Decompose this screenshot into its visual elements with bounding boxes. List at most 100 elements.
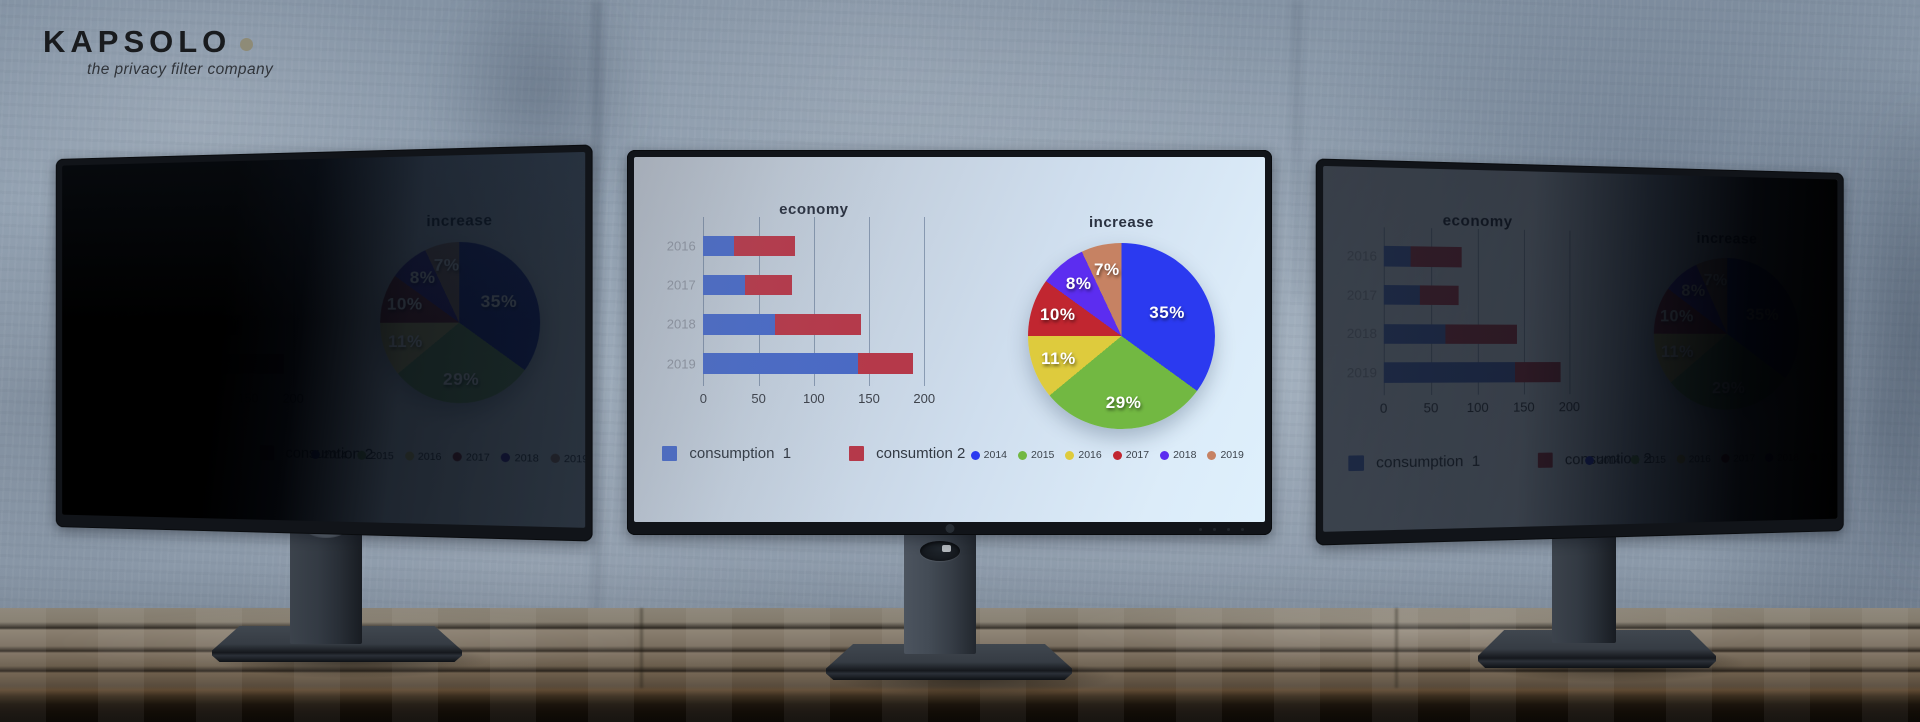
legend-item: 2015 [1631,453,1666,466]
bar-stack [1383,362,1570,384]
bar-stack [116,276,293,298]
bar-segment [1419,285,1460,306]
pie-chart: 35% 29% 11% 10% 8% 7% [379,240,541,404]
legend-item: 2016 [1676,452,1711,465]
legend-dot [1018,450,1028,460]
legend-item: 2016 [404,450,441,463]
bar-row: 2016 [1347,236,1570,277]
x-tick-label: 0 [112,389,120,405]
gridline [116,221,117,386]
bar-segment [239,353,285,374]
bar-segment [1383,245,1411,267]
gridline [869,216,871,387]
legend-label: 2017 [465,450,490,464]
bar-year-label: 2018 [666,316,696,332]
x-tick-label: 200 [913,391,936,407]
pie-percent-label: 8% [409,267,436,288]
bar-year-label: 2018 [1346,326,1377,342]
bar-segment [116,239,141,260]
bar-year-label: 2018 [83,318,110,333]
legend-item: 2019 [1207,449,1244,461]
pie-percent-label: 7% [1094,260,1120,280]
brand-tagline: the privacy filter company [87,61,274,78]
pie-percent-label: 8% [1681,281,1706,301]
gridline [248,219,249,387]
legend-item: 2018 [1160,449,1196,461]
legend-item: consumtion 2 [1538,450,1652,469]
bar-chart-legend: consumption 1 consumtion 2 [662,445,965,462]
pie-chart-title: increase [426,211,493,231]
legend-item: 2015 [357,449,394,462]
bar-row: 2019 [667,344,924,383]
legend-dot [1808,452,1818,462]
gridline [1523,229,1525,395]
legend-dot [310,450,320,460]
bar-segment [172,315,242,336]
x-tick-label: 100 [1466,399,1489,415]
bar-chart-title: economy [1442,212,1513,231]
x-tick-label: 50 [152,390,167,405]
pie-percent-label: 7% [1703,270,1728,290]
legend-dot [1765,453,1774,463]
bar-chart-plot: 2016 2017 2018 2019 0 50 100 150 200 [1347,227,1580,416]
legend-item: 2017 [1112,449,1149,461]
bar-stack [703,274,924,296]
legend-dot [1065,450,1075,460]
pie-percent-label: 11% [1660,342,1694,362]
bar-segment [140,238,189,260]
bar-stack [1383,284,1570,307]
bar-year-label: 2016 [666,238,696,254]
bar-segment [116,353,240,374]
legend-item: consumtion 2 [849,445,965,462]
legend-dot [501,452,511,463]
bar-segment [1410,246,1462,268]
bar-row: 2018 [83,306,293,345]
bar-stack [703,353,924,374]
dashboard: economy 2016 2017 2018 2019 0 50 100 150 200 consu… [1323,165,1838,532]
gridline [293,218,295,387]
gridline [813,216,815,387]
dell-logo [945,524,954,533]
bar-stack [703,314,924,335]
legend-dot [1112,450,1122,460]
bar-year-label: 2019 [666,356,696,372]
pie-percent-label: 7% [433,255,460,276]
bar-chart-legend: consumption 1 consumtion 2 [1347,450,1652,472]
bar-chart-plot: 2016 2017 2018 2019 0 50 100 150 200 [83,218,304,406]
bar-row: 2018 [1347,314,1570,353]
legend-item: 2019 [1808,451,1837,463]
x-tick-label: 150 [237,390,259,406]
monitor-left: economy 2016 2017 2018 2019 0 50 100 150 200 consu… [55,144,593,542]
bar-segment [857,353,914,374]
legend-dot [1160,450,1170,460]
bar-stack [116,315,293,336]
legend-swatch [1347,455,1364,472]
legend-label: 2019 [1220,449,1244,461]
legend-label: 2018 [1173,449,1197,461]
legend-item: 2016 [1065,449,1102,461]
pie-percent-label: 35% [480,291,518,312]
bar-year-label: 2019 [83,356,110,371]
cable-clip [942,545,951,552]
bar-segment [775,314,862,335]
pie-percent-label: 29% [1105,392,1142,412]
legend-item: 2014 [1585,454,1620,467]
bar-year-label: 2016 [1346,247,1377,264]
legend-item: 2015 [1018,449,1054,461]
kapsolo-logo: KAPSOLO the privacy filter company [43,24,273,79]
pie-chart-legend: 2014 2015 2016 2017 2018 2019 [970,449,1244,461]
x-tick-label: 0 [699,391,708,407]
legend-label: 2019 [563,452,586,466]
legend-label: 2018 [1777,451,1799,464]
bar-segment [148,277,186,298]
pie-chart: 35% 29% 11% 10% 8% 7% [1653,256,1800,411]
legend-label: 2015 [1643,453,1666,466]
pie-percent-label: 11% [1041,348,1076,368]
legend-item: 2017 [452,450,490,464]
bar-segment [1383,284,1420,306]
legend-label: 2015 [1031,449,1055,461]
legend-label: 2016 [1688,452,1711,465]
pie-percent-label: 11% [387,331,423,352]
bar-row: 2018 [667,305,924,344]
